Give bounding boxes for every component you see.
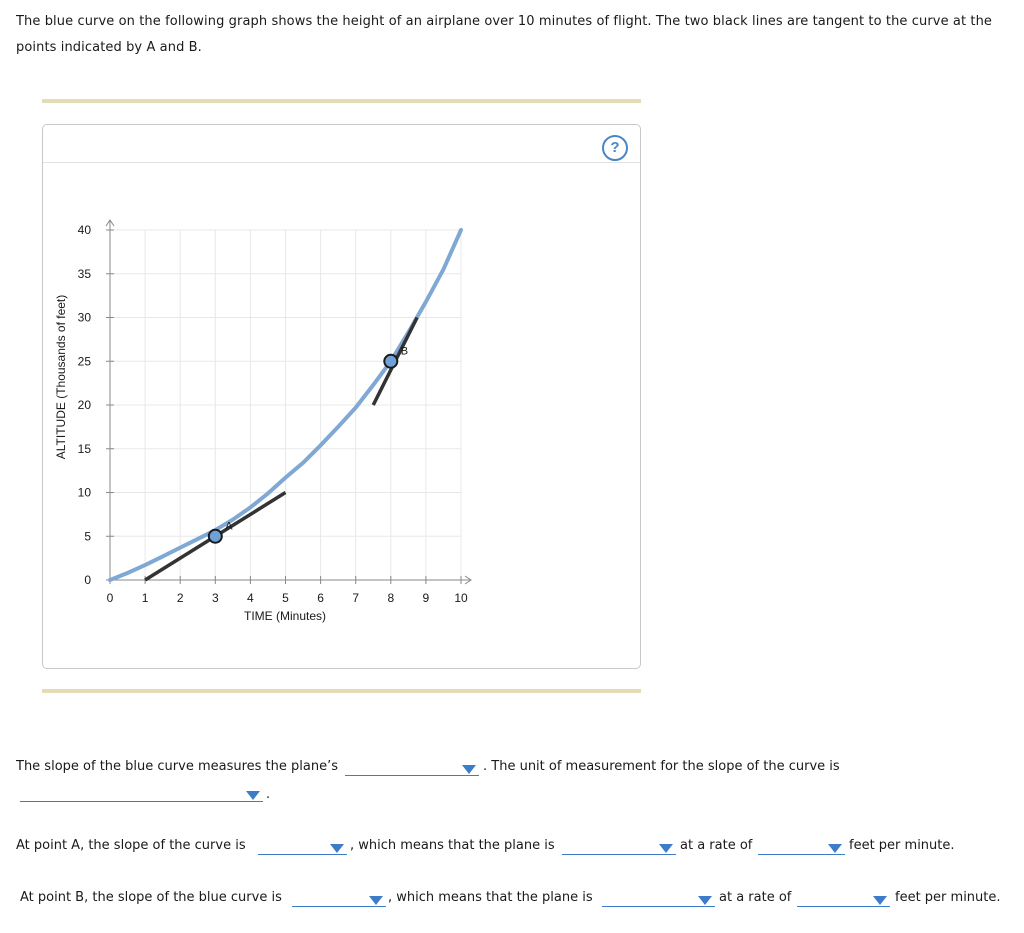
question-2-text-1: At point A, the slope of the curve is bbox=[16, 838, 246, 853]
x-axis-label: TIME (Minutes) bbox=[244, 609, 326, 623]
y-tick-label: 20 bbox=[78, 398, 92, 412]
y-tick-label: 30 bbox=[78, 311, 92, 325]
y-axis-arrow-icon bbox=[105, 219, 115, 227]
question-1-text-2: . The unit of measurement for the slope … bbox=[483, 759, 840, 774]
altitude-curve bbox=[108, 228, 463, 582]
q2-direction-dropdown[interactable] bbox=[562, 840, 676, 855]
chevron-down-icon bbox=[873, 896, 887, 905]
q2-slope-dropdown[interactable] bbox=[258, 840, 347, 855]
chevron-down-icon bbox=[828, 844, 842, 853]
instructions-line-1: The blue curve on the following graph sh… bbox=[16, 14, 993, 29]
x-tick-label: 0 bbox=[107, 591, 114, 605]
instructions-line-2: points indicated by A and B. bbox=[16, 40, 202, 55]
x-tick-label: 4 bbox=[247, 591, 254, 605]
question-3-text-1: At point B, the slope of the blue curve … bbox=[20, 890, 282, 905]
chevron-down-icon bbox=[369, 896, 383, 905]
chevron-down-icon bbox=[246, 791, 260, 800]
y-tick-label: 25 bbox=[78, 354, 92, 368]
x-tick-label: 7 bbox=[352, 591, 359, 605]
bottom-divider bbox=[42, 689, 641, 693]
question-2-text-3: at a rate of bbox=[680, 838, 753, 853]
panel-header-divider bbox=[43, 162, 640, 163]
x-tick-label: 3 bbox=[212, 591, 219, 605]
y-tick-label: 10 bbox=[78, 486, 92, 500]
x-tick-label: 10 bbox=[454, 591, 468, 605]
x-tick-label: 1 bbox=[142, 591, 149, 605]
q2-rate-dropdown[interactable] bbox=[758, 840, 845, 855]
chevron-down-icon bbox=[330, 844, 344, 853]
help-icon[interactable]: ? bbox=[602, 135, 628, 161]
x-tick-label: 9 bbox=[423, 591, 430, 605]
y-tick-label: 5 bbox=[84, 529, 91, 543]
question-3-text-3: at a rate of bbox=[719, 890, 792, 905]
question-1-text-1: The slope of the blue curve measures the… bbox=[16, 759, 338, 774]
y-tick-label: 40 bbox=[78, 223, 92, 237]
q1-slope-measure-dropdown[interactable] bbox=[345, 761, 479, 776]
chevron-down-icon bbox=[659, 844, 673, 853]
question-2-text-4: feet per minute. bbox=[849, 838, 955, 853]
question-3-text-2: , which means that the plane is bbox=[388, 890, 593, 905]
x-tick-label: 6 bbox=[317, 591, 324, 605]
y-axis-label: ALTITUDE (Thousands of feet) bbox=[54, 295, 68, 460]
axes: 0 1 2 3 4 5 6 7 8 9 10 0 5 10 15 20 25 30 35 40 bbox=[78, 219, 472, 605]
chart-data: AB bbox=[108, 228, 463, 582]
x-tick-label: 2 bbox=[177, 591, 184, 605]
y-tick-label: 35 bbox=[78, 267, 92, 281]
point-label-b: B bbox=[401, 345, 408, 357]
y-tick-label: 0 bbox=[84, 573, 91, 587]
top-divider bbox=[42, 99, 641, 103]
chevron-down-icon bbox=[462, 765, 476, 774]
question-2-text-2: , which means that the plane is bbox=[350, 838, 555, 853]
x-tick-label: 5 bbox=[282, 591, 289, 605]
point-b bbox=[383, 353, 399, 369]
q3-rate-dropdown[interactable] bbox=[797, 892, 890, 907]
instructions: The blue curve on the following graph sh… bbox=[16, 9, 1006, 61]
q3-slope-dropdown[interactable] bbox=[292, 892, 386, 907]
point-a bbox=[207, 528, 223, 544]
chevron-down-icon bbox=[698, 896, 712, 905]
x-tick-label: 8 bbox=[387, 591, 394, 605]
q1-unit-dropdown[interactable] bbox=[20, 787, 263, 802]
point-label-a: A bbox=[225, 520, 233, 532]
grid bbox=[109, 229, 462, 581]
q3-direction-dropdown[interactable] bbox=[602, 892, 715, 907]
y-tick-label: 15 bbox=[78, 442, 92, 456]
x-axis-arrow-icon bbox=[464, 575, 472, 585]
question-3-text-4: feet per minute. bbox=[895, 890, 1001, 905]
question-1-text-3: . bbox=[266, 787, 271, 802]
